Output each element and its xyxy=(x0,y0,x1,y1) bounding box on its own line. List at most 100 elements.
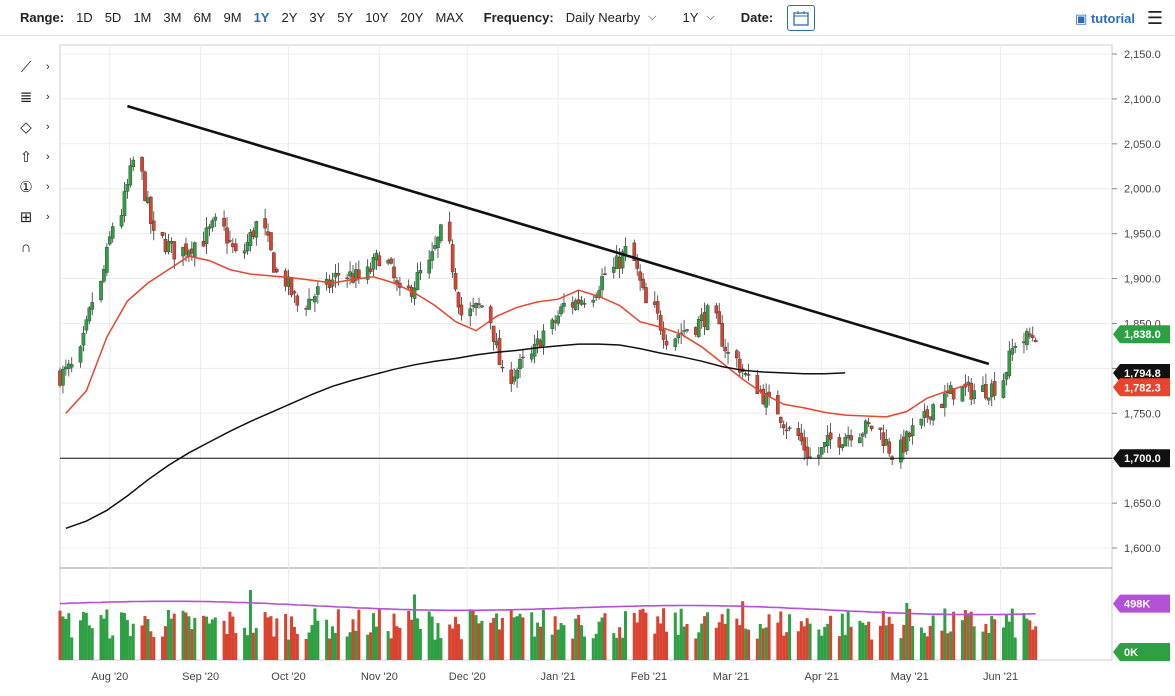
volume-bar xyxy=(582,636,586,660)
volume-bar xyxy=(747,629,751,660)
annotation-tool-button[interactable]: ① › xyxy=(14,172,56,202)
candle-body xyxy=(292,291,297,294)
range-3y[interactable]: 3Y xyxy=(309,10,326,25)
volume-bar xyxy=(659,623,663,660)
candle-body xyxy=(755,375,760,394)
tutorial-link[interactable]: ▣ tutorial xyxy=(1075,11,1135,27)
volume-bar xyxy=(940,630,944,660)
fib-tool-button[interactable]: ≣ › xyxy=(14,82,56,112)
volume-bar xyxy=(289,616,293,660)
chevron-right-icon: › xyxy=(46,91,50,103)
y-tick-label: 2,100.0 xyxy=(1124,94,1161,106)
volume-bar xyxy=(618,627,622,660)
range-9m[interactable]: 9M xyxy=(223,10,242,25)
candle-body xyxy=(128,165,133,186)
range-10y[interactable]: 10Y xyxy=(365,10,389,25)
range-3m[interactable]: 3M xyxy=(163,10,182,25)
candle-body xyxy=(676,334,681,338)
candle-body xyxy=(1007,350,1012,377)
volume-bar xyxy=(471,611,475,660)
candle-body xyxy=(201,241,206,247)
volume-bar xyxy=(228,611,232,660)
volume-bar xyxy=(413,594,417,660)
arrow-tool-button[interactable]: ⇧ › xyxy=(14,142,56,172)
hamburger-menu-icon[interactable]: ☰ xyxy=(1146,8,1163,28)
date-label: Date: xyxy=(740,10,774,25)
candle-body xyxy=(992,381,997,396)
candle-body xyxy=(242,250,247,254)
candle-body xyxy=(825,435,830,447)
candle-body xyxy=(550,319,555,329)
volume-bar xyxy=(187,616,191,660)
candle-body xyxy=(989,383,994,398)
volume-bar xyxy=(878,625,882,660)
volume-bar xyxy=(706,612,710,660)
volume-bar xyxy=(184,612,188,660)
volume-bar xyxy=(796,631,800,660)
range-1d[interactable]: 1D xyxy=(76,10,93,25)
range-1m[interactable]: 1M xyxy=(133,10,152,25)
candle-body xyxy=(644,287,648,304)
candle-body xyxy=(1013,346,1017,348)
candle-body xyxy=(840,444,845,449)
candle-body xyxy=(395,280,399,284)
candle-body xyxy=(433,245,437,249)
range-max[interactable]: MAX xyxy=(435,10,464,25)
candle-body xyxy=(682,330,686,332)
volume-bar xyxy=(963,610,967,660)
range-20y[interactable]: 20Y xyxy=(400,10,424,25)
magnet-tool-button[interactable]: ∩ xyxy=(14,232,56,262)
volume-bar xyxy=(398,627,402,660)
volume-bar xyxy=(292,626,296,660)
volume-bar xyxy=(597,621,601,660)
range-5d[interactable]: 5D xyxy=(104,10,122,25)
candle-body xyxy=(743,373,748,375)
range-2y[interactable]: 2Y xyxy=(281,10,298,25)
volume-bar xyxy=(931,615,935,660)
volume-bar xyxy=(163,626,167,660)
volume-bar xyxy=(899,638,903,660)
line-tool-button[interactable]: ⟋ › xyxy=(14,52,56,82)
volume-bar xyxy=(673,612,677,660)
shape-tool-button[interactable]: ◇ › xyxy=(14,112,56,142)
candle-body xyxy=(843,437,848,447)
volume-bar xyxy=(125,620,129,660)
candle-body xyxy=(172,241,177,260)
volume-bar xyxy=(374,626,378,660)
frequency-dropdown[interactable]: Daily Nearby ⌵ xyxy=(566,10,657,25)
volume-bar xyxy=(826,623,830,660)
range-6m[interactable]: 6M xyxy=(193,10,212,25)
calendar-button[interactable] xyxy=(787,4,816,31)
measure-tool-button[interactable]: ⊞ › xyxy=(14,202,56,232)
volume-bar xyxy=(799,621,803,660)
candle-body xyxy=(289,277,294,296)
volume-bar xyxy=(911,625,915,660)
candle-body xyxy=(802,437,807,451)
candle-body xyxy=(351,273,355,283)
frequency-value: Daily Nearby xyxy=(565,10,641,25)
volume-bar xyxy=(960,620,964,660)
volume-bar xyxy=(328,638,332,660)
candle-body xyxy=(562,303,566,307)
candle-body xyxy=(603,273,607,275)
period-dropdown[interactable]: 1Y ⌵ xyxy=(682,10,714,25)
volume-bar xyxy=(354,630,358,660)
candle-body xyxy=(717,311,722,325)
volume-bar xyxy=(307,632,311,660)
volume-bar xyxy=(846,610,850,660)
candle-body xyxy=(919,418,924,426)
candle-body xyxy=(573,300,578,310)
volume-bar xyxy=(448,624,452,660)
volume-bar xyxy=(310,625,314,660)
range-5y[interactable]: 5Y xyxy=(337,10,354,25)
volume-bar xyxy=(70,637,74,660)
candle-body xyxy=(392,266,396,279)
candle-body xyxy=(365,266,370,280)
candle-body xyxy=(87,307,92,322)
candle-body xyxy=(78,346,83,363)
range-1y[interactable]: 1Y xyxy=(253,10,270,25)
annotation-tool-icon: ① xyxy=(19,179,33,196)
y-tick-label: 1,950.0 xyxy=(1124,229,1161,241)
volume-bar xyxy=(102,618,106,660)
